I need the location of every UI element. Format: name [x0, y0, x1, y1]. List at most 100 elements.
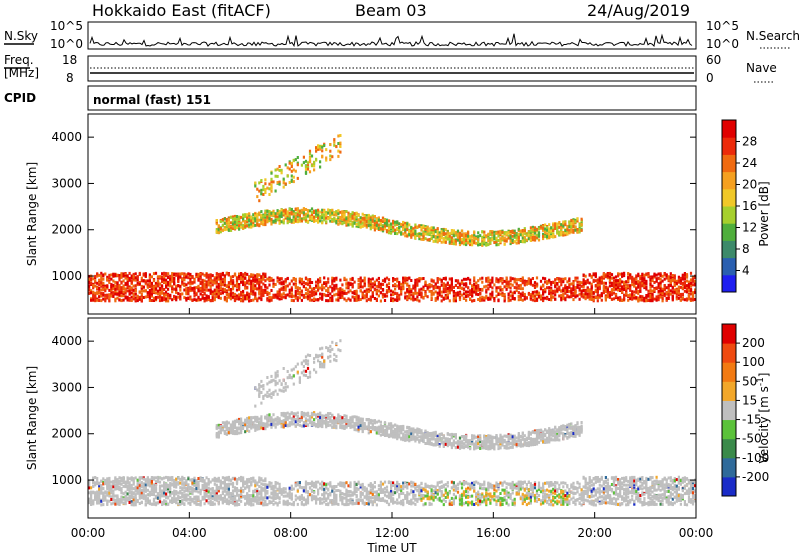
- data-cell: [254, 181, 257, 185]
- data-cell: [337, 218, 340, 222]
- data-cell: [513, 234, 516, 238]
- data-cell: [542, 288, 545, 292]
- data-cell: [116, 284, 119, 288]
- data-cell: [608, 292, 612, 296]
- data-cell: [576, 294, 579, 298]
- data-cell: [639, 284, 642, 287]
- data-cell: [673, 290, 676, 294]
- data-cell: [438, 290, 441, 294]
- data-cell: [219, 292, 222, 296]
- data-cell: [438, 285, 441, 289]
- data-cell: [256, 218, 259, 222]
- data-cell: [317, 281, 320, 284]
- data-cell: [270, 298, 273, 302]
- data-cell: [454, 242, 457, 246]
- data-cell: [134, 298, 137, 302]
- data-cell: [363, 217, 366, 221]
- data-cell: [138, 273, 141, 276]
- data-cell: [140, 298, 143, 302]
- data-cell: [548, 289, 551, 293]
- data-cell: [507, 280, 510, 284]
- data-cell: [246, 216, 249, 220]
- data-cell: [649, 299, 652, 303]
- data-cell: [229, 292, 233, 296]
- data-cell: [479, 296, 482, 300]
- data-cell: [491, 233, 494, 237]
- data-cell: [452, 238, 455, 242]
- data-cell: [288, 213, 291, 217]
- data-cell: [300, 289, 303, 293]
- data-cell: [604, 296, 607, 300]
- data-cell: [235, 285, 239, 288]
- data-cell: [144, 274, 147, 278]
- data-cell: [580, 281, 583, 285]
- data-cell: [531, 283, 534, 287]
- data-cell: [189, 272, 192, 276]
- data-cell: [327, 277, 330, 281]
- data-cell: [564, 223, 567, 227]
- data-cell: [102, 480, 105, 484]
- data-cell: [517, 284, 520, 288]
- data-cell: [467, 290, 470, 294]
- data-cell: [667, 286, 670, 290]
- data-cell: [183, 288, 186, 292]
- data-cell: [319, 286, 322, 290]
- data-cell: [90, 298, 93, 302]
- data-cell: [233, 225, 237, 229]
- data-cell: [677, 293, 680, 297]
- data-cell: [351, 211, 354, 215]
- data-cell: [359, 280, 362, 284]
- data-cell: [661, 292, 664, 296]
- data-cell: [444, 277, 447, 281]
- data-cell: [398, 281, 401, 284]
- data-cell: [270, 171, 273, 175]
- data-cell: [402, 283, 405, 287]
- data-cell: [639, 289, 642, 293]
- data-cell: [448, 286, 451, 290]
- data-cell: [460, 237, 464, 241]
- data-cell: [260, 292, 263, 296]
- data-cell: [191, 287, 194, 290]
- data-cell: [308, 216, 312, 220]
- data-cell: [590, 286, 593, 290]
- data-cell: [675, 281, 678, 285]
- data-cell: [264, 272, 267, 276]
- data-cell: [266, 277, 269, 281]
- freq-tick-top: 18: [62, 53, 77, 67]
- data-cell: [98, 495, 101, 499]
- data-cell: [665, 296, 668, 300]
- power-colorbar-label: Power [dB]: [757, 181, 771, 246]
- data-cell: [343, 276, 346, 280]
- data-cell: [477, 238, 480, 242]
- data-cell: [400, 292, 403, 296]
- data-cell: [270, 220, 273, 224]
- data-cell: [544, 280, 547, 284]
- data-cell: [533, 231, 537, 235]
- data-cell: [274, 168, 277, 172]
- data-cell: [471, 287, 474, 291]
- data-cell: [209, 284, 212, 288]
- data-cell: [126, 277, 129, 281]
- data-cell: [288, 211, 291, 215]
- data-cell: [621, 272, 624, 276]
- data-cell: [167, 296, 170, 300]
- data-cell: [398, 222, 401, 226]
- data-cell: [321, 283, 324, 287]
- data-cell: [531, 225, 534, 229]
- data-cell: [116, 287, 119, 291]
- data-cell: [357, 279, 360, 283]
- data-cell: [404, 221, 407, 225]
- data-cell: [264, 211, 267, 215]
- data-cell: [104, 299, 107, 303]
- data-cell: [274, 283, 277, 286]
- data-cell: [679, 276, 682, 280]
- data-cell: [292, 294, 295, 298]
- data-cell: [410, 231, 413, 235]
- data-cell: [185, 273, 188, 277]
- data-cell: [509, 230, 512, 233]
- data-cell: [274, 295, 277, 299]
- data-cell: [361, 292, 364, 296]
- data-cell: [179, 297, 182, 301]
- data-cell: [375, 221, 378, 224]
